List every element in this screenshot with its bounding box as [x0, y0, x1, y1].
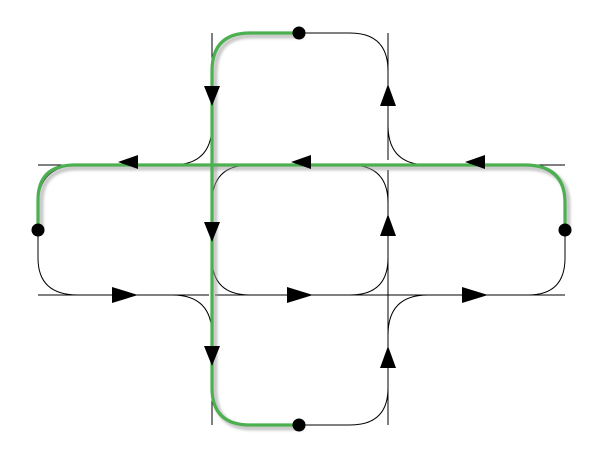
arrow-left-1 — [118, 155, 138, 169]
route-shadow-path — [212, 33, 305, 431]
highlighted-route — [36, 31, 571, 431]
track-outer-cross — [300, 32, 566, 426]
arrow-up-3 — [380, 346, 396, 368]
arrow-left-3 — [465, 155, 485, 169]
route-vertical — [210, 31, 300, 427]
node-top — [292, 26, 306, 40]
arrow-right-3 — [462, 287, 488, 303]
track-inner-square — [211, 164, 389, 296]
node-left — [31, 223, 45, 237]
arrow-down-3 — [204, 346, 220, 366]
direction-arrows — [112, 84, 488, 368]
arrow-down-2 — [204, 222, 220, 242]
arrow-right-2 — [287, 287, 313, 303]
node-right — [558, 223, 572, 237]
arrow-down-1 — [204, 86, 220, 106]
arrow-left-2 — [291, 155, 311, 169]
arrow-up-1 — [380, 84, 396, 106]
route-horizontal — [36, 163, 567, 232]
route-shadow-path-h — [38, 165, 571, 235]
track-outer-left — [37, 32, 300, 426]
node-bottom — [292, 418, 306, 432]
terminal-nodes — [31, 26, 572, 432]
arrow-up-2 — [380, 214, 396, 236]
arrow-right-1 — [112, 287, 138, 303]
track-lines — [37, 32, 566, 426]
